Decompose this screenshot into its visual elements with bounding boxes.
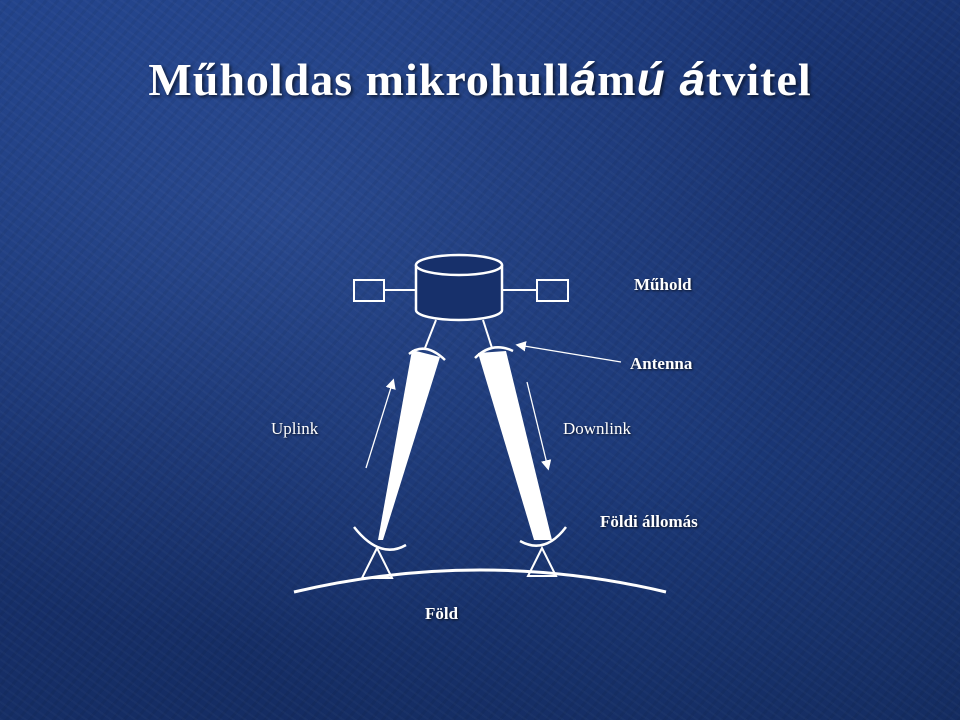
satellite-antenna-right [474,346,514,359]
label-downlink: Downlink [563,419,631,438]
ground-dish-left [353,526,407,551]
ground-station-stand-right [526,545,558,577]
title-segment-5: tvitel [706,54,812,105]
label-ground-station: Földi állomás [600,512,698,531]
title-segment-1: Műholdas mikrohull [148,54,571,105]
ground-station-stand-left [360,545,394,579]
title-segment-2: á [570,53,598,105]
satellite-body [414,253,504,322]
label-satellite: Műhold [634,275,692,294]
title-segment-4: ú á [636,53,707,105]
ground-dish-right [519,526,567,547]
slide-title: Műholdas mikrohullámú átvitel [0,52,960,106]
antenna-mount-left [424,319,437,349]
solar-panel-left [353,279,415,302]
antenna-mount-right [482,319,493,349]
title-segment-3: m [597,54,637,105]
downlink-beam [478,351,552,540]
downlink-arrow [526,381,552,471]
uplink-beam [378,350,440,540]
antenna-pointer-arrow [515,341,622,363]
label-earth: Föld [425,604,459,623]
label-antenna: Antenna [630,354,693,373]
uplink-arrow [365,378,396,469]
label-uplink: Uplink [271,419,319,438]
solar-panel-right [503,279,569,302]
earth-surface [293,568,667,594]
